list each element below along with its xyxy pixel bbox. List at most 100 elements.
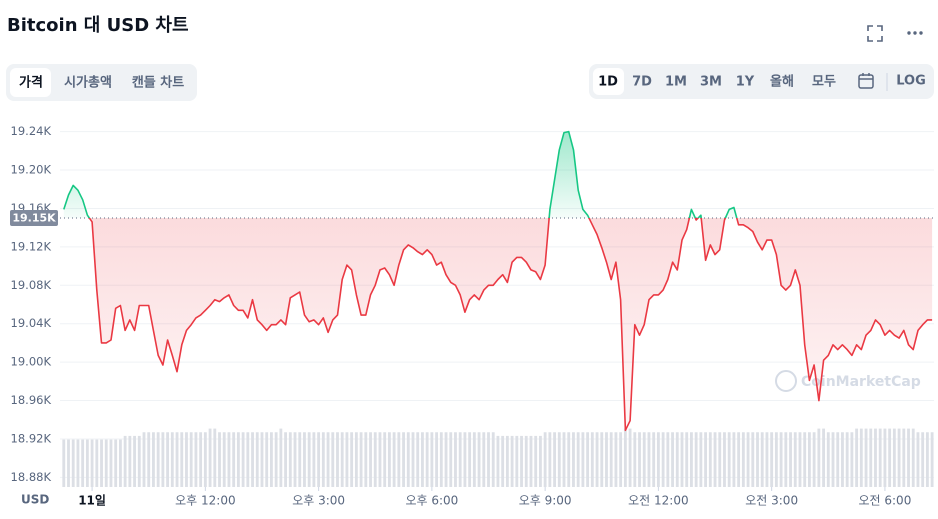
volume-bar bbox=[647, 432, 651, 487]
volume-bar bbox=[260, 432, 264, 487]
volume-bar bbox=[572, 432, 575, 487]
volume-bar bbox=[902, 428, 906, 487]
volume-bar bbox=[529, 435, 533, 487]
volume-bar bbox=[567, 432, 571, 487]
log-button[interactable]: LOG bbox=[896, 74, 926, 89]
volume-bar bbox=[241, 432, 245, 487]
volume-bar bbox=[756, 432, 759, 487]
volume-bar bbox=[392, 432, 396, 487]
volume-bar bbox=[831, 432, 835, 487]
volume-bar bbox=[369, 432, 372, 487]
area bbox=[63, 131, 933, 431]
y-tick-label: 19.04K bbox=[11, 316, 52, 330]
range-button[interactable]: 7D bbox=[632, 75, 652, 90]
volume-bar bbox=[836, 432, 840, 487]
x-tick-label: 오후 6:00 bbox=[405, 494, 458, 508]
range-button[interactable]: 모두 bbox=[812, 75, 836, 90]
volume-bar bbox=[869, 428, 873, 487]
volume-bar bbox=[364, 432, 368, 487]
volume-bar bbox=[373, 432, 377, 487]
x-tick-label: 오전 12:00 bbox=[628, 494, 688, 508]
volume-bar bbox=[883, 428, 887, 487]
volume-bar bbox=[708, 432, 712, 487]
range-button[interactable]: 1Y bbox=[736, 75, 755, 90]
volume-bar bbox=[666, 432, 670, 487]
volume-bar bbox=[123, 435, 127, 487]
volume-bar bbox=[741, 432, 745, 487]
tab[interactable]: 시가총액 bbox=[64, 75, 112, 91]
range-button[interactable]: 3M bbox=[700, 75, 722, 90]
volume-bar bbox=[675, 432, 679, 487]
volume-bar bbox=[477, 432, 481, 487]
volume-bar bbox=[548, 432, 552, 487]
volume-bar bbox=[340, 432, 344, 487]
volume-bar bbox=[378, 432, 382, 487]
volume-bar bbox=[510, 435, 514, 487]
more-button[interactable] bbox=[907, 31, 923, 35]
volume-bar bbox=[142, 432, 146, 487]
x-tick-label: 오후 9:00 bbox=[519, 494, 572, 508]
volume-bar bbox=[501, 435, 505, 487]
volume-bar bbox=[359, 432, 363, 487]
volume-bar bbox=[345, 432, 349, 487]
volume-bar bbox=[609, 432, 613, 487]
calendar-button[interactable] bbox=[858, 73, 874, 89]
tab[interactable]: 캔들 차트 bbox=[132, 75, 184, 91]
volume-bar bbox=[850, 432, 854, 487]
tab[interactable]: 가격 bbox=[19, 76, 43, 91]
currency-label: USD bbox=[21, 493, 49, 507]
volume-bar bbox=[303, 432, 306, 487]
volume-bar bbox=[671, 432, 674, 487]
volume-bar bbox=[907, 428, 910, 487]
volume-bar bbox=[628, 428, 632, 487]
volume-bar bbox=[888, 428, 892, 487]
volume-bar bbox=[100, 439, 103, 487]
range-button[interactable]: 1D bbox=[598, 75, 618, 90]
volume-bar bbox=[114, 439, 118, 487]
volume-bar bbox=[265, 432, 269, 487]
volume-bar bbox=[425, 432, 429, 487]
fullscreen-button[interactable] bbox=[867, 25, 883, 42]
volume-bar bbox=[175, 432, 179, 487]
volume-bar bbox=[170, 432, 174, 487]
volume-bar bbox=[614, 432, 618, 487]
watermark: CoinMarketCap bbox=[801, 374, 921, 390]
range-button[interactable]: 1M bbox=[665, 75, 687, 90]
volume-bar bbox=[468, 432, 472, 487]
volume-bar bbox=[312, 432, 316, 487]
volume-bar bbox=[892, 428, 896, 487]
volume-bar bbox=[732, 432, 736, 487]
volume-bar bbox=[718, 432, 722, 487]
volume-bar bbox=[331, 432, 335, 487]
volume-bar bbox=[874, 428, 877, 487]
volume-bar bbox=[482, 432, 486, 487]
volume-bar bbox=[916, 432, 920, 487]
y-tick-label: 19.24K bbox=[11, 124, 52, 138]
volume-bar bbox=[925, 432, 929, 487]
volume-bar bbox=[251, 432, 254, 487]
volume-bar bbox=[76, 439, 80, 487]
volume-bar bbox=[623, 428, 627, 487]
volume-bar bbox=[284, 432, 287, 487]
volume-bar bbox=[222, 432, 226, 487]
volume-bar bbox=[911, 428, 915, 487]
volume-bar bbox=[520, 435, 523, 487]
price-line bbox=[63, 130, 933, 432]
volume-bar bbox=[402, 432, 405, 487]
volume-bar bbox=[90, 439, 94, 487]
volume-bar bbox=[416, 432, 420, 487]
volume-bar bbox=[930, 432, 934, 487]
volume-bar bbox=[128, 435, 132, 487]
volume-bar bbox=[680, 432, 684, 487]
volume-bar bbox=[737, 432, 741, 487]
range-button[interactable]: 올해 bbox=[770, 74, 794, 90]
volume-bar bbox=[543, 432, 547, 487]
baseline-label: 19.15K bbox=[12, 212, 56, 225]
volume-bar bbox=[789, 432, 792, 487]
volume-bar bbox=[921, 432, 925, 487]
volume-bar bbox=[133, 435, 136, 487]
volume-bar bbox=[751, 432, 755, 487]
volume-bar bbox=[746, 432, 750, 487]
volume-bar bbox=[298, 432, 302, 487]
